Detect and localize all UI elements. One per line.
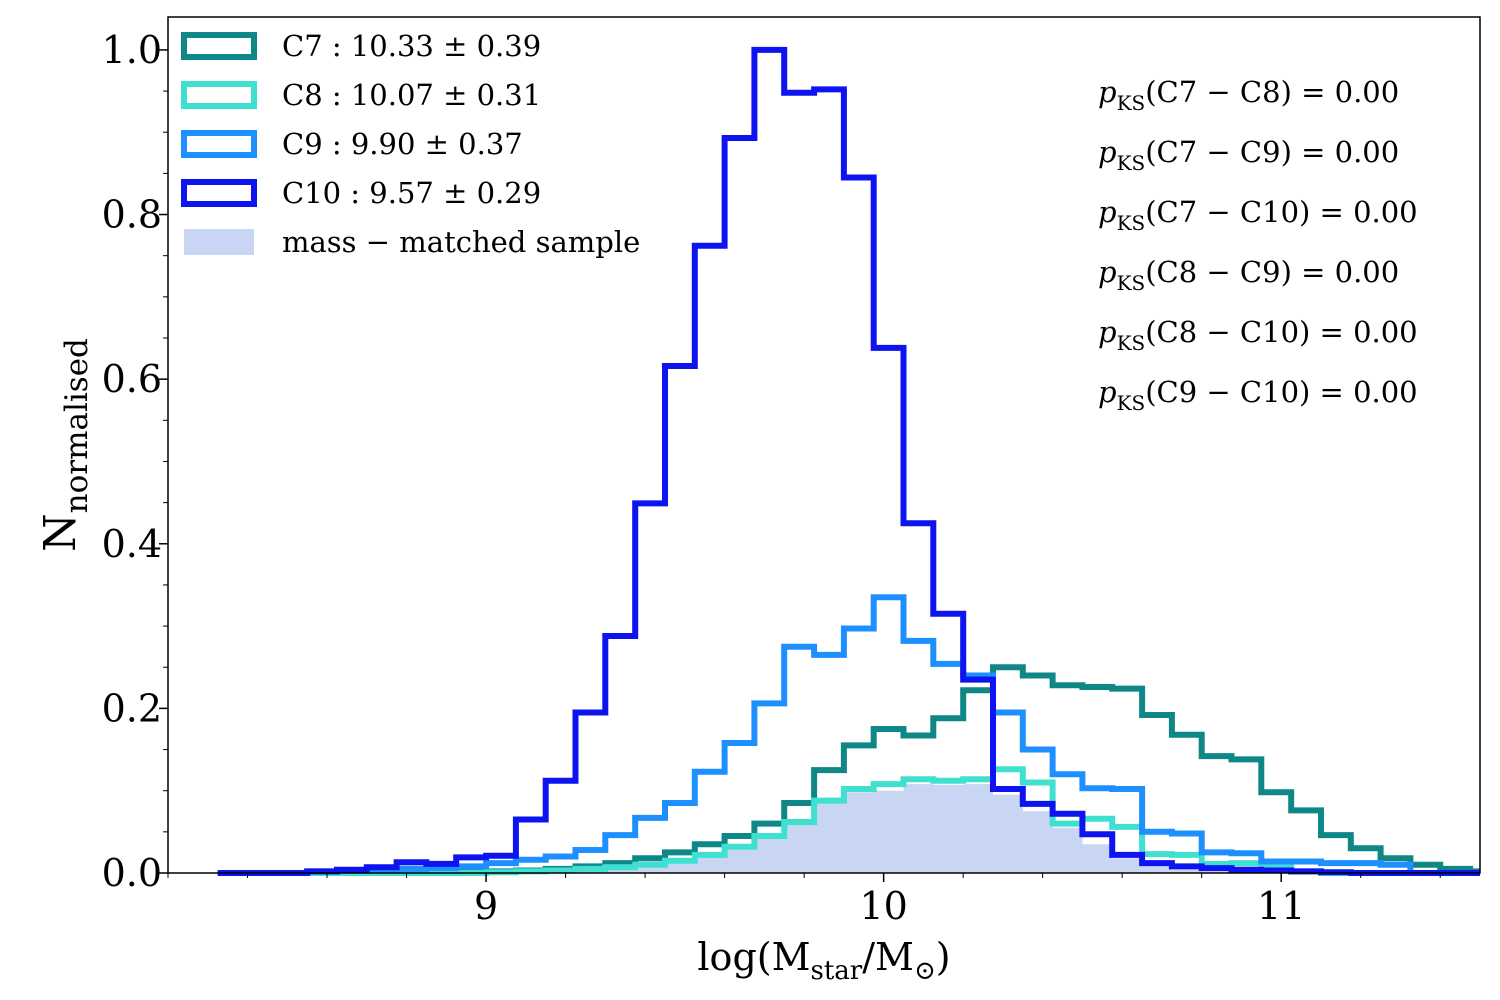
x-axis-title: log(Mstar/M⊙) (697, 935, 950, 986)
ks-sub: KS (1117, 151, 1146, 175)
ks-annotation: pKS(C8 − C10) = 0.00 (1098, 315, 1418, 355)
xlabel-mid: /M (862, 935, 914, 979)
y-tick-label: 0.4 (102, 522, 162, 566)
x-tick-label: 11 (1257, 884, 1305, 928)
axes: 9 10 11 0.0 0.2 0.4 0.6 0.8 1.0 (102, 28, 1441, 928)
y-tick-label: 0.8 (102, 193, 162, 237)
ks-pair-value: (C7 − C9) = 0.00 (1145, 135, 1399, 169)
legend-swatch-C10 (181, 179, 257, 207)
y-tick-label: 1.0 (102, 28, 162, 72)
ks-pair-value: (C7 − C10) = 0.00 (1145, 195, 1417, 229)
x-tick-label: 9 (474, 884, 498, 928)
series-line-C10 (217, 46, 1480, 876)
legend: C7 : 10.33 ± 0.39 C8 : 10.07 ± 0.31 C9 : 9… (181, 29, 640, 259)
y-axis-title-text: Nnormalised (35, 338, 95, 552)
ks-p: p (1098, 315, 1117, 349)
ylabel-sub: normalised (59, 338, 95, 513)
ks-annotation: pKS(C7 − C8) = 0.00 (1098, 75, 1399, 115)
ks-sub: KS (1117, 391, 1146, 415)
ks-p: p (1098, 75, 1117, 109)
plot-frame (167, 16, 1481, 874)
histogram-lines (217, 46, 1480, 876)
legend-swatch-mass-matched (184, 229, 254, 255)
ks-sub: KS (1117, 91, 1146, 115)
legend-swatch-C8 (181, 81, 257, 109)
xlabel-sub-star: star (811, 956, 863, 986)
ks-sub: KS (1117, 211, 1146, 235)
ks-p: p (1098, 195, 1117, 229)
legend-label-C8: C8 : 10.07 ± 0.31 (282, 78, 541, 112)
series-line-C9 (217, 594, 1480, 876)
ks-sub: KS (1117, 271, 1146, 295)
ks-p: p (1098, 375, 1117, 409)
legend-label-mass-matched: mass − matched sample (282, 225, 640, 259)
xlabel-end: ) (936, 935, 951, 979)
ks-annotation: pKS(C8 − C9) = 0.00 (1098, 255, 1399, 295)
ks-pair-value: (C9 − C10) = 0.00 (1145, 375, 1417, 409)
xlabel-sub-sun: ⊙ (914, 956, 936, 986)
legend-swatch-C7 (181, 32, 257, 60)
y-tick-label: 0.0 (102, 851, 162, 895)
ks-annotation: pKS(C9 − C10) = 0.00 (1098, 375, 1418, 415)
ks-p: p (1098, 255, 1117, 289)
ks-pair-value: (C8 − C9) = 0.00 (1145, 255, 1399, 289)
series-line-C8 (217, 766, 1480, 876)
legend-swatch-C9 (181, 130, 257, 158)
histogram-fills (217, 784, 1480, 873)
legend-label-C7: C7 : 10.33 ± 0.39 (282, 29, 541, 63)
y-tick-label: 0.2 (102, 686, 162, 730)
ks-pair-value: (C8 − C10) = 0.00 (1145, 315, 1417, 349)
y-tick-label: 0.6 (102, 357, 162, 401)
ks-sub: KS (1117, 331, 1146, 355)
ks-p: p (1098, 135, 1117, 169)
series-fill-mass-matched (217, 784, 1480, 873)
x-tick-label: 10 (859, 884, 907, 928)
y-axis-title: Nnormalised (35, 338, 95, 552)
legend-label-C9: C9 : 9.90 ± 0.37 (282, 127, 523, 161)
ks-annotation: pKS(C7 − C9) = 0.00 (1098, 135, 1399, 175)
ks-pair-value: (C7 − C8) = 0.00 (1145, 75, 1399, 109)
legend-label-C10: C10 : 9.57 ± 0.29 (282, 176, 541, 210)
ylabel-main: N (35, 513, 86, 552)
ks-annotation: pKS(C7 − C10) = 0.00 (1098, 195, 1418, 235)
xlabel-main: log(M (697, 935, 810, 979)
